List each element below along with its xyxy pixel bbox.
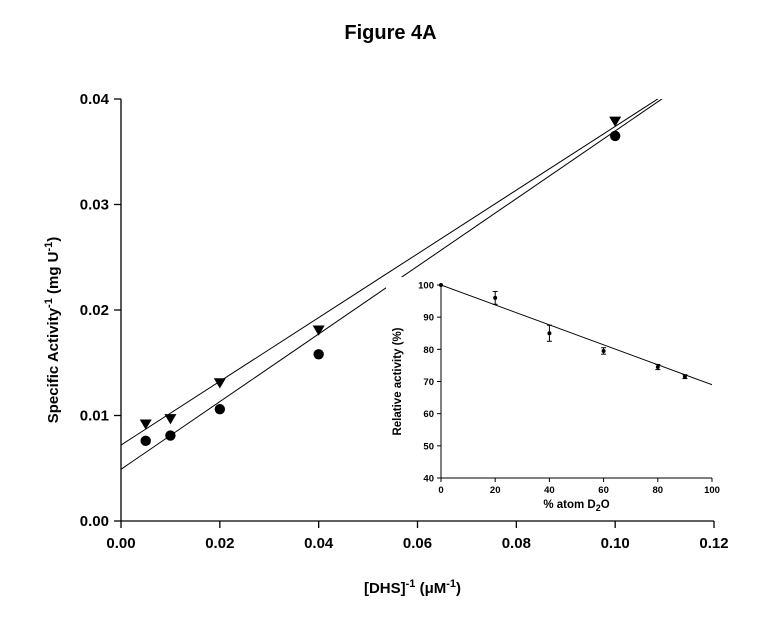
main-y-axis-label: Specific Activity-1 (mg U-1)	[43, 237, 62, 424]
main-point-triangle	[609, 116, 622, 127]
main-point-circle	[609, 130, 621, 142]
inset-x-tick-label: 40	[544, 485, 555, 496]
figure-title: Figure 4A	[344, 22, 437, 44]
main-point-triangle	[312, 325, 325, 336]
inset-y-axis-label: Relative activity (%)	[392, 327, 404, 435]
inset-y-tick-label: 50	[423, 441, 434, 452]
inset-x-tick-label: 0	[438, 485, 443, 496]
main-y-tick-label: 0.00	[80, 513, 109, 530]
main-point-circle	[165, 430, 176, 441]
main-point-circle	[214, 403, 226, 415]
inset-x-tick-label: 80	[653, 485, 664, 496]
main-point-circle	[313, 349, 324, 360]
inset-point	[601, 348, 606, 353]
main-x-tick-label: 0.06	[403, 535, 432, 552]
inset-y-tick-label: 70	[423, 377, 434, 388]
main-y-tick-label: 0.02	[80, 302, 109, 319]
inset-y-tick-label: 80	[423, 345, 434, 356]
inset-y-tick-label: 90	[423, 313, 434, 324]
inset-y-tick-label: 60	[423, 409, 434, 420]
inset-background	[386, 277, 727, 520]
main-x-axis-label: [DHS]-1 (μM-1)	[364, 578, 461, 597]
inset-fit-line	[441, 285, 712, 386]
main-point-triangle	[139, 419, 152, 430]
main-x-tick-label: 0.00	[106, 535, 135, 552]
inset-point	[547, 331, 552, 336]
main-y-tick-label: 0.03	[80, 197, 109, 214]
inset-x-tick-label: 100	[704, 485, 720, 496]
main-point-circle	[140, 435, 151, 447]
inset-point	[439, 283, 443, 287]
inset-x-axis-label: % atom D2O	[543, 499, 609, 513]
inset-y-tick-label: 40	[423, 474, 434, 485]
inset-x-tick-label: 20	[490, 485, 501, 496]
main-point-triangle	[213, 378, 226, 389]
main-x-tick-label: 0.08	[502, 535, 531, 552]
main-point-triangle	[164, 414, 177, 425]
inset-point	[682, 374, 687, 379]
inset-point	[493, 295, 498, 300]
inset-x-tick-label: 60	[598, 485, 609, 496]
main-y-tick-label: 0.04	[80, 91, 110, 108]
main-x-tick-label: 0.02	[205, 535, 234, 552]
main-y-tick-label: 0.01	[80, 408, 109, 425]
inset-point	[655, 365, 660, 370]
main-x-tick-label: 0.10	[601, 535, 630, 552]
main-x-tick-label: 0.12	[699, 535, 728, 552]
inset-y-tick-label: 100	[418, 281, 434, 292]
main-x-tick-label: 0.04	[304, 535, 334, 552]
